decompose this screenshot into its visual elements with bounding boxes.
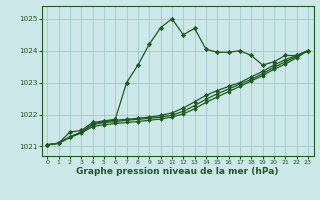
X-axis label: Graphe pression niveau de la mer (hPa): Graphe pression niveau de la mer (hPa) [76,167,279,176]
